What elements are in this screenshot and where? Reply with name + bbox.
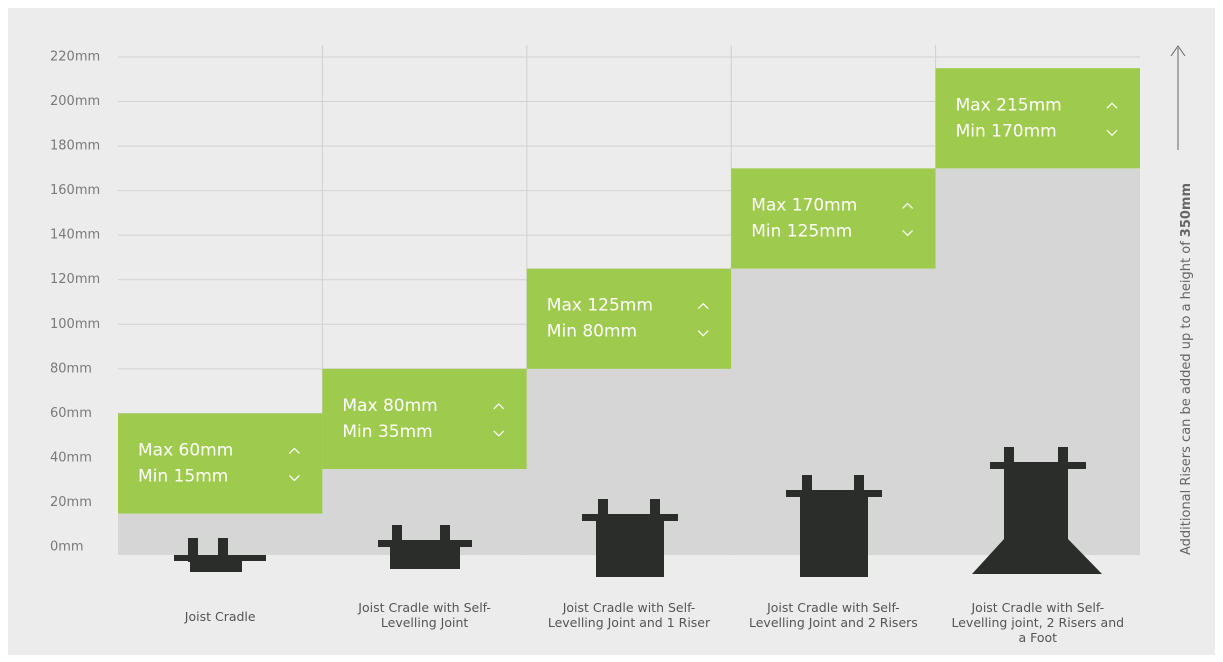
min-label: Min 15mm <box>138 466 228 486</box>
max-label: Max 60mm <box>138 440 233 460</box>
max-label: Max 170mm <box>751 195 857 215</box>
y-tick-label: 180mm <box>50 139 100 154</box>
product-3 <box>582 499 678 577</box>
annotation-emphasis: 350mm <box>1179 183 1194 237</box>
min-label: Min 170mm <box>956 121 1057 141</box>
x-category-label: Joist Cradle with Self-Levelling joint, … <box>951 600 1125 645</box>
chevron-down <box>1106 129 1118 137</box>
y-tick-label: 220mm <box>50 50 100 65</box>
range-bar <box>526 268 732 369</box>
max-label: Max 125mm <box>547 296 653 316</box>
product-5 <box>972 447 1102 574</box>
y-tick-label: 60mm <box>50 406 92 421</box>
side-annotation: Additional Risers can be added up to a h… <box>1179 183 1194 555</box>
annotation-text: Additional Risers can be added up to a h… <box>1179 241 1194 555</box>
plot-area: 0mm 20mm 40mm 60mm 80mm 100mm 120mm 140mm 160mm 1… <box>50 45 1140 555</box>
chevron-up <box>902 202 914 209</box>
max-label: Max 80mm <box>342 396 437 416</box>
min-label: Min 80mm <box>547 322 637 342</box>
y-tick-label: 140mm <box>50 228 100 243</box>
x-category-label: Joist Cradle <box>184 609 256 624</box>
x-category-label: Joist Cradle with Self-Levelling Joint a… <box>748 600 918 630</box>
arrow-head <box>1170 45 1186 57</box>
x-category-label: Joist Cradle with Self-Levelling Joint <box>358 600 491 630</box>
chevron-down <box>902 230 914 237</box>
x-category-label: Joist Cradle with Self-Levelling Joint a… <box>547 600 711 630</box>
y-tick-label: 200mm <box>50 94 100 109</box>
chevron-up <box>697 302 709 310</box>
max-label: Max 215mm <box>956 95 1062 115</box>
product-images <box>174 447 1102 577</box>
y-tick-label: 20mm <box>50 495 92 510</box>
range-bar <box>731 168 936 269</box>
range-bar <box>118 413 323 514</box>
range-bar <box>935 68 1140 169</box>
y-tick-label: 0mm <box>50 540 84 555</box>
y-tick-label: 80mm <box>50 361 92 376</box>
min-label: Min 35mm <box>342 422 432 442</box>
chevron-down <box>288 475 300 482</box>
y-tick-label: 100mm <box>50 317 100 332</box>
chevron-up <box>493 403 505 410</box>
chevron-up <box>1106 102 1118 109</box>
range-bar <box>322 368 527 470</box>
chevron-up <box>288 447 300 454</box>
y-tick-label: 160mm <box>50 183 100 198</box>
product-2 <box>378 525 472 569</box>
product-4 <box>786 475 882 577</box>
chevron-down <box>493 430 505 437</box>
y-tick-label: 120mm <box>50 272 100 287</box>
min-label: Min 125mm <box>751 221 852 241</box>
y-tick-label: 40mm <box>50 450 92 465</box>
chevron-down <box>697 330 709 337</box>
product-1 <box>174 538 266 572</box>
